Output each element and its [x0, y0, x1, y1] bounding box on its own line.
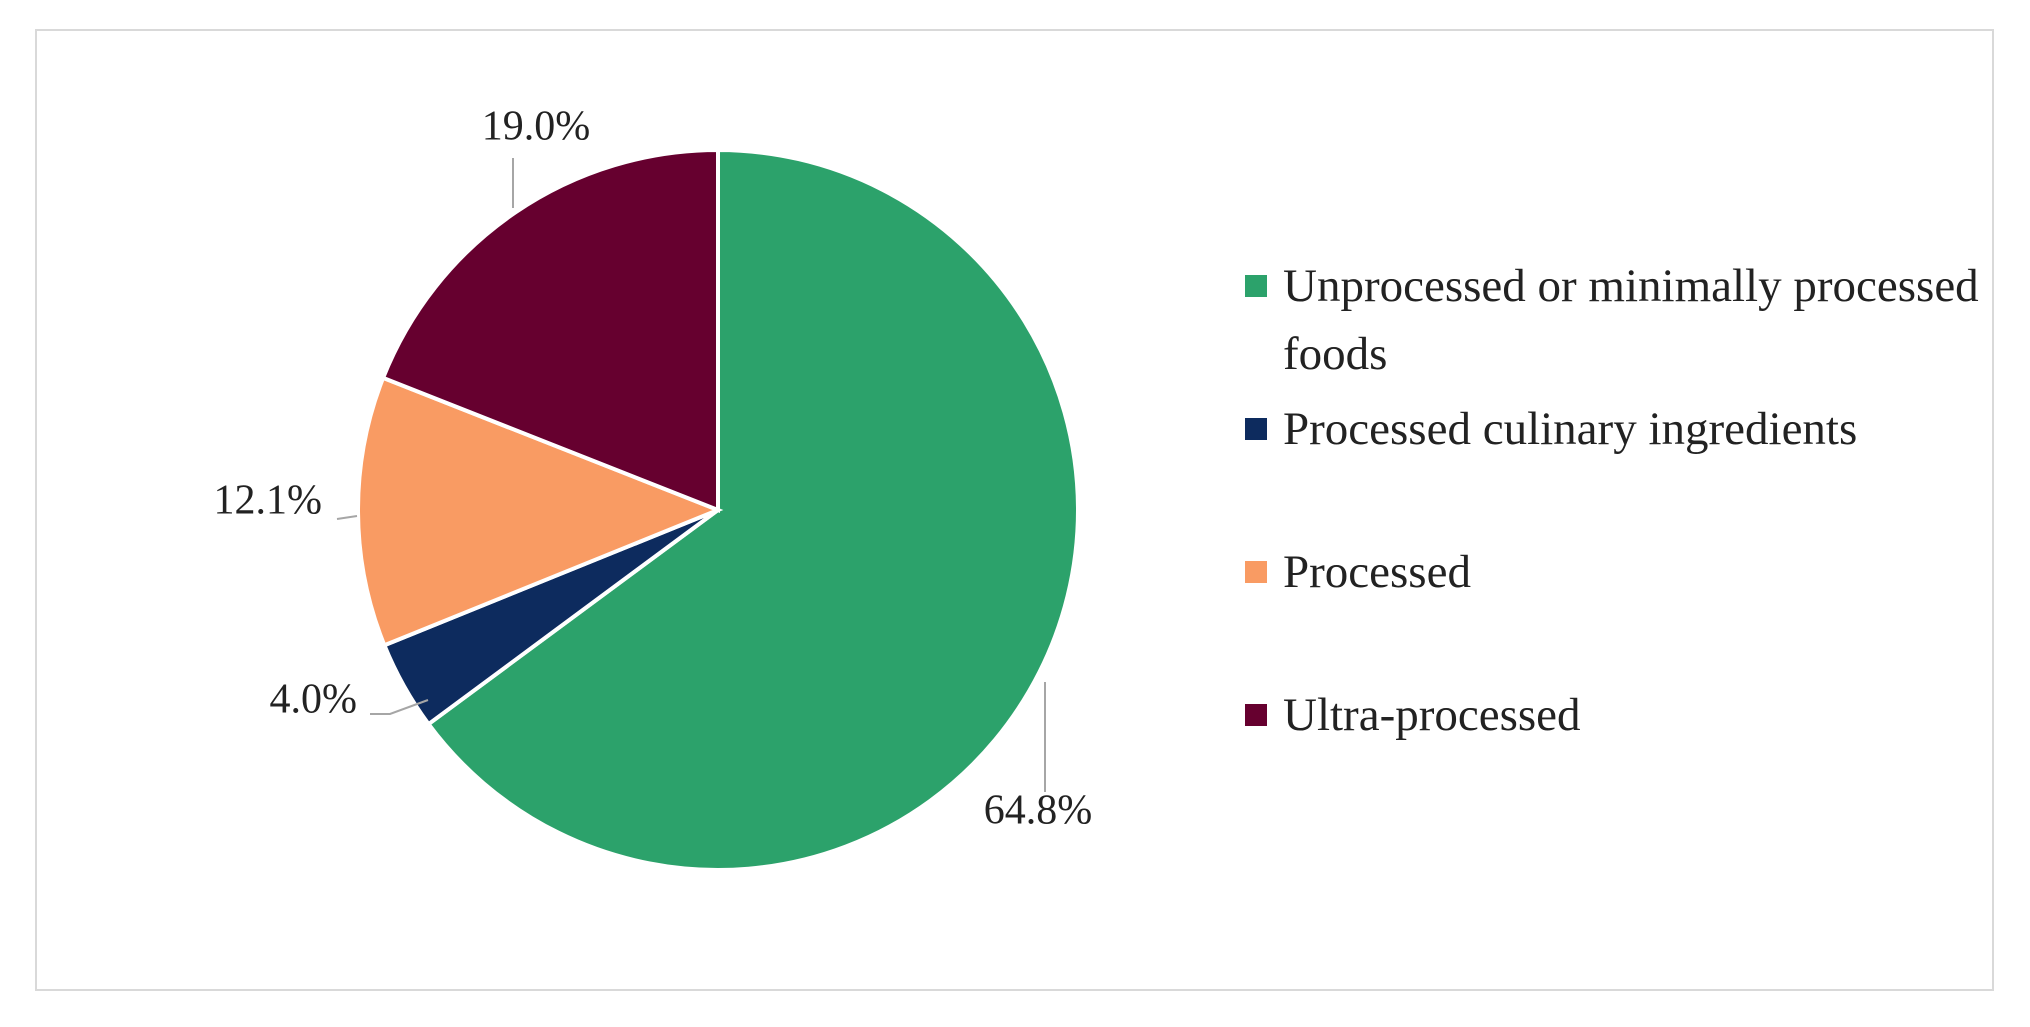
data-label: 12.1%: [214, 478, 323, 524]
leader-line: [336, 515, 358, 520]
legend-swatch: [1245, 418, 1267, 440]
pie-slice: [425, 147, 1080, 872]
legend-item: Processed culinary ingredients: [1245, 395, 1985, 463]
leader-line: [370, 699, 429, 715]
legend-swatch: [1245, 275, 1267, 297]
legend-swatch: [1245, 561, 1267, 583]
chart-frame: [35, 29, 1994, 991]
legend-item: Unprocessed or minimally processed foods: [1245, 252, 1985, 388]
legend-item: Processed: [1245, 538, 1985, 606]
legend-label: Processed culinary ingredients: [1283, 403, 1858, 455]
legend-label: Unprocessed or minimally processed foods: [1283, 260, 1979, 380]
data-label: 64.8%: [984, 788, 1093, 834]
data-label: 19.0%: [482, 104, 591, 150]
legend-label: Ultra-processed: [1283, 689, 1581, 741]
pie-slice: [380, 147, 720, 513]
legend-label: Processed: [1283, 546, 1471, 598]
legend-swatch: [1245, 704, 1267, 726]
pie-slice: [356, 375, 724, 648]
legend-item: Ultra-processed: [1245, 681, 1985, 749]
data-label: 4.0%: [270, 677, 358, 723]
